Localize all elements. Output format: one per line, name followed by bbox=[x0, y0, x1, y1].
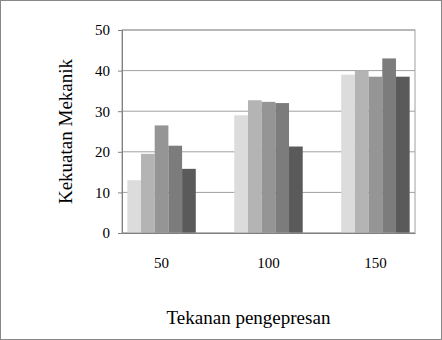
y-tick-label: 50 bbox=[95, 22, 110, 38]
x-tick-label: 100 bbox=[257, 255, 280, 271]
bar bbox=[275, 103, 289, 233]
plot-frame bbox=[122, 30, 415, 233]
series bbox=[127, 75, 355, 233]
y-tick-mark bbox=[118, 192, 122, 193]
bar bbox=[382, 58, 396, 233]
x-tick-label: 50 bbox=[154, 255, 169, 271]
series bbox=[155, 77, 383, 233]
y-tick: 30 bbox=[95, 104, 122, 120]
bar bbox=[248, 100, 262, 233]
x-tick-label: 150 bbox=[364, 255, 387, 271]
bar bbox=[341, 75, 355, 233]
y-tick-label: 40 bbox=[95, 63, 110, 79]
x-tick: 150 bbox=[364, 233, 387, 271]
y-tick-label: 10 bbox=[95, 185, 110, 201]
y-tick-mark bbox=[118, 71, 122, 72]
bar bbox=[168, 146, 182, 233]
series bbox=[182, 77, 410, 233]
y-tick-label: 30 bbox=[95, 104, 110, 120]
bar bbox=[369, 77, 383, 233]
y-tick: 10 bbox=[95, 185, 122, 201]
bars bbox=[127, 58, 409, 233]
bar bbox=[127, 180, 141, 233]
y-tick: 50 bbox=[95, 22, 122, 38]
y-tick-mark bbox=[118, 111, 122, 112]
bar bbox=[141, 154, 155, 233]
y-axis-title: Kekuatan Mekanik bbox=[55, 58, 76, 204]
bar bbox=[262, 102, 276, 233]
y-tick-mark bbox=[118, 30, 122, 31]
y-tick: 20 bbox=[95, 144, 122, 160]
bar bbox=[182, 169, 196, 233]
y-axis-line bbox=[118, 31, 123, 234]
x-tick: 100 bbox=[257, 233, 280, 271]
y-tick: 0 bbox=[103, 225, 123, 241]
y-tick-label: 20 bbox=[95, 144, 110, 160]
bar bbox=[396, 77, 410, 233]
bar bbox=[155, 125, 169, 233]
series bbox=[141, 71, 369, 233]
x-axis-line bbox=[123, 233, 416, 234]
x-axis-title: Tekanan pengepresan bbox=[167, 307, 331, 328]
y-tick-mark bbox=[118, 152, 122, 153]
bar bbox=[234, 115, 248, 233]
bar bbox=[289, 147, 303, 233]
chart-border bbox=[1, 1, 442, 340]
series bbox=[168, 58, 396, 233]
x-tick: 50 bbox=[154, 233, 169, 271]
y-tick-label: 0 bbox=[103, 225, 111, 241]
chart: 0 10 20 30 40 50 50 100 150 Tekanan pengepresan Ke… bbox=[0, 0, 442, 340]
grid-line bbox=[122, 70, 415, 71]
y-tick-mark bbox=[118, 233, 122, 234]
bar bbox=[355, 71, 369, 233]
y-tick: 40 bbox=[95, 63, 122, 79]
x-axis: 50 100 150 bbox=[123, 233, 416, 271]
y-axis: 0 10 20 30 40 50 bbox=[95, 22, 123, 241]
grid bbox=[122, 30, 415, 233]
